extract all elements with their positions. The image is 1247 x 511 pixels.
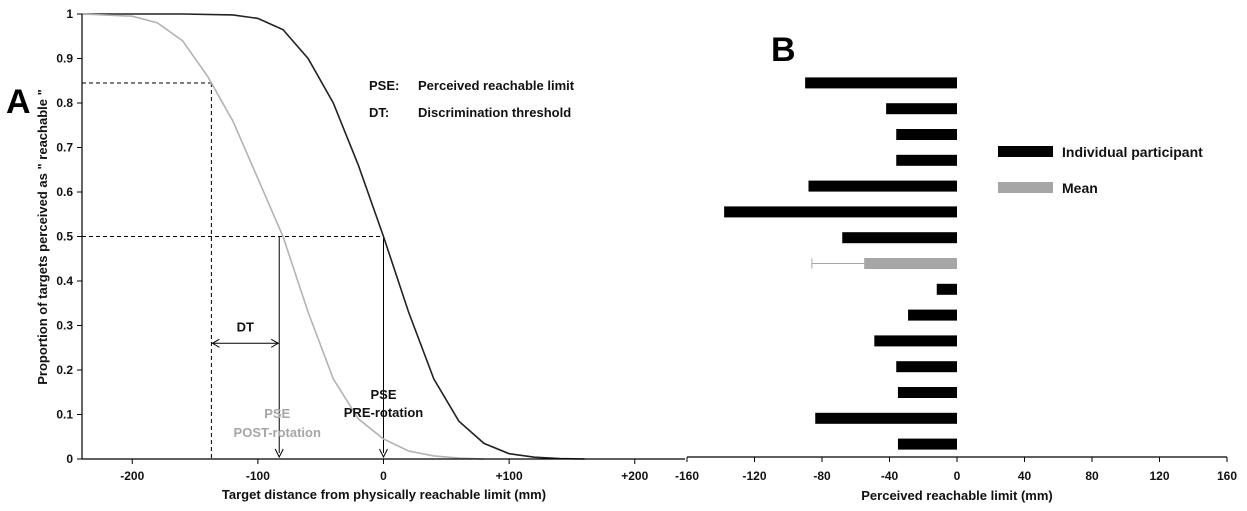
panel-b-x-tick-label: -160	[675, 469, 699, 483]
panel-b-letter: B	[771, 31, 796, 69]
panel-b-chart: -160 -120 -80 -40 0 40 80 120 160 Individual par…	[675, 77, 1237, 503]
panel-b-x-tick-label: -40	[881, 469, 899, 483]
participant-bar	[897, 438, 957, 450]
panel-a-y-tick-label: 1	[66, 7, 73, 21]
panel-a-x-axis-title: Target distance from physically reachabl…	[222, 487, 546, 502]
panel-a-letter: A	[6, 83, 31, 121]
dt-arrowhead-left	[211, 338, 220, 348]
participant-bar	[805, 77, 957, 89]
panel-b-x-tick-label: -120	[742, 469, 766, 483]
panel-a-x-tick-label: -100	[246, 469, 270, 483]
participant-bar	[874, 335, 957, 347]
panel-a-x-tick-label: +200	[621, 469, 648, 483]
participant-bar	[908, 309, 957, 321]
panel-a-axes: 0 0.1 0.2 0.3 0.4 0.5 0.6 0.7 0.8 0.9 1 -200 -100 0 +1…	[56, 7, 685, 483]
panel-b-x-tick-label: 0	[954, 469, 961, 483]
panel-a-x-tick-label: -200	[120, 469, 144, 483]
participant-bar	[808, 180, 957, 192]
legend-dt-text: Discrimination threshold	[418, 105, 571, 120]
panel-b-x-axis-title: Perceived reachable limit (mm)	[861, 488, 1052, 503]
psychometric-curves	[81, 13, 585, 460]
panel-b-x-tick-label: 80	[1085, 469, 1099, 483]
legend-pse-text: Perceived reachable limit	[418, 78, 575, 93]
participant-bar	[815, 412, 957, 424]
participant-bar	[896, 129, 957, 140]
legend-label-mean: Mean	[1062, 180, 1098, 196]
panel-b-x-tick-label: 40	[1018, 469, 1032, 483]
pse-pre-label: PSE	[370, 387, 396, 402]
panel-a-y-tick-label: 0	[66, 452, 73, 466]
panel-b-x-tick-label: -80	[813, 469, 831, 483]
panel-a-y-tick-label: 0.1	[56, 408, 73, 422]
participant-bar	[897, 387, 957, 398]
dt-label: DT	[237, 319, 254, 334]
pse-pre-rotation-label: PRE-rotation	[344, 405, 424, 420]
panel-a-y-tick-label: 0.4	[56, 274, 73, 288]
participant-bar	[842, 232, 957, 244]
participant-bar	[886, 103, 957, 115]
pse-pre-arrowhead	[379, 448, 388, 459]
participant-bar	[724, 206, 957, 218]
participant-bar	[896, 361, 957, 373]
panel-a-y-tick-label: 0.9	[56, 52, 73, 66]
pse-post-rotation-label: POST-rotation	[234, 425, 321, 440]
panel-a-y-tick-label: 0.3	[56, 319, 73, 333]
participant-bar	[936, 283, 957, 295]
panel-b-x-tick-label: 120	[1149, 469, 1169, 483]
pse-post-label: PSE	[264, 406, 290, 421]
legend-swatch-mean	[998, 182, 1053, 193]
mean-bar	[864, 258, 957, 269]
legend-label-individual: Individual participant	[1062, 144, 1203, 160]
panel-a-y-axis-title: Proportion of targets perceived as " rea…	[35, 89, 50, 385]
panel-b-axes: -160 -120 -80 -40 0 40 80 120 160	[675, 456, 1237, 483]
panel-a-y-tick-label: 0.8	[56, 96, 73, 110]
panel-a-y-tick-label: 0.2	[56, 363, 73, 377]
reference-lines	[82, 82, 388, 459]
pse-post-arrowhead	[274, 448, 284, 459]
panel-a-x-tick-label: 0	[380, 469, 387, 483]
legend-pse-key: PSE:	[369, 78, 399, 93]
post-rotation-curve	[81, 13, 485, 460]
panel-a-y-tick-label: 0.7	[56, 141, 73, 155]
panel-a-y-tick-label: 0.6	[56, 185, 73, 199]
legend-swatch-individual	[998, 146, 1053, 157]
pre-rotation-curve	[82, 13, 585, 460]
participant-bar	[896, 154, 957, 166]
legend-dt-key: DT:	[369, 105, 389, 120]
dt-arrowhead-right	[270, 338, 280, 348]
panel-a-y-tick-label: 0.5	[56, 230, 73, 244]
panel-b-x-tick-label: 160	[1217, 469, 1237, 483]
participant-bars	[724, 77, 957, 450]
panel-a-x-tick-label: +100	[496, 469, 523, 483]
panel-a-chart: 0 0.1 0.2 0.3 0.4 0.5 0.6 0.7 0.8 0.9 1 -200 -100 0 +1…	[35, 7, 685, 502]
